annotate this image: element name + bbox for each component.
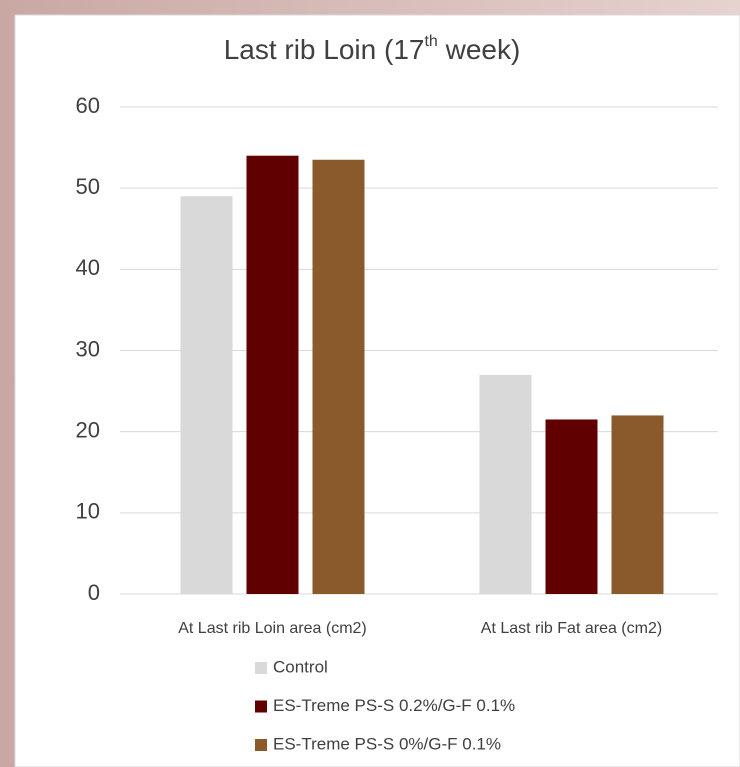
title-part: Last rib Loin (17 (224, 34, 425, 65)
legend-label: Control (273, 657, 328, 676)
title-sup: th (424, 33, 437, 50)
y-tick-label: 50 (76, 174, 100, 199)
y-tick-label: 10 (76, 499, 100, 524)
legend-label: ES-Treme PS-S 0%/G-F 0.1% (273, 734, 501, 753)
page: {"chart_data": {"type": "bar", "title": … (0, 0, 740, 767)
legend-label: ES-Treme PS-S 0.2%/G-F 0.1% (273, 696, 515, 715)
chart: Last rib Loin (17th week) 0 10 20 30 40 50 60 A… (0, 0, 740, 767)
y-tick-label: 20 (76, 417, 100, 442)
bar (480, 375, 532, 594)
x-tick-label: At Last rib Loin area (cm2) (178, 620, 367, 637)
bar (181, 196, 233, 594)
bar (546, 419, 598, 594)
x-tick-label: At Last rib Fat area (cm2) (481, 620, 662, 637)
title-part: week) (438, 34, 520, 65)
bar (313, 160, 365, 594)
bar (612, 415, 664, 594)
bar (247, 156, 299, 594)
chart-panel (15, 15, 740, 767)
y-tick-label: 0 (88, 580, 100, 605)
y-tick-label: 30 (76, 336, 100, 361)
y-tick-label: 40 (76, 255, 100, 280)
legend-swatch (255, 662, 267, 674)
chart-title: Last rib Loin (17th week) (224, 33, 521, 65)
legend-swatch (255, 701, 267, 713)
y-tick-label: 60 (76, 93, 100, 118)
legend-swatch (255, 739, 267, 751)
